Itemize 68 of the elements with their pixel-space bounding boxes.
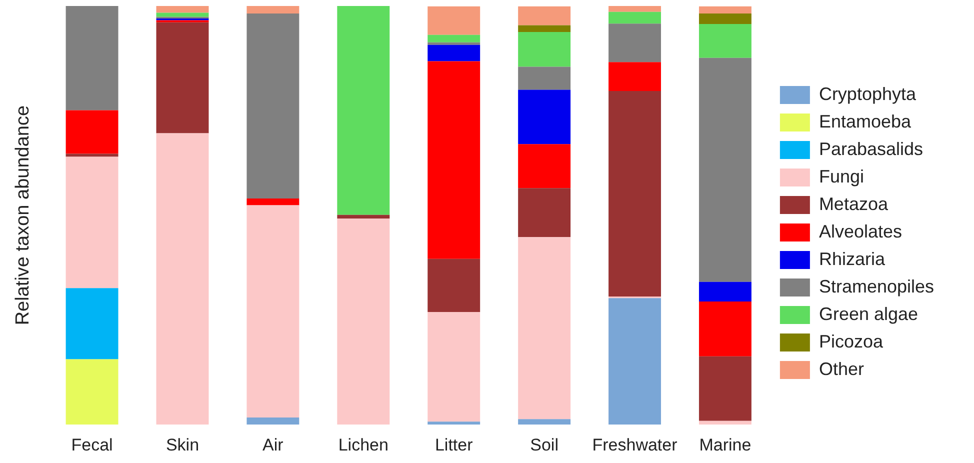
y-axis-title: Relative taxon abundance (12, 105, 34, 326)
bar (698, 420, 752, 425)
bar (608, 24, 661, 62)
bar (246, 14, 300, 199)
legend-label: Picozoa (818, 331, 884, 352)
bar (66, 6, 118, 110)
bar (156, 133, 209, 425)
legend-label: Metazoa (818, 194, 889, 214)
bar (156, 6, 209, 13)
bar (698, 356, 752, 421)
bar (608, 6, 661, 12)
bar (66, 156, 118, 288)
legend-label: Rhizaria (818, 248, 886, 269)
bar (698, 282, 752, 302)
bar (518, 25, 571, 32)
bar (428, 34, 480, 42)
bar (428, 44, 480, 62)
bar (608, 90, 661, 297)
bar (428, 422, 480, 425)
bar (246, 198, 300, 206)
bar (428, 42, 480, 45)
bar (608, 12, 661, 24)
bar (518, 237, 571, 420)
bar (337, 6, 390, 215)
legend-label: Fungi (818, 166, 864, 186)
x-tick-label: Freshwater (592, 435, 678, 454)
bar (518, 144, 571, 188)
bar (518, 6, 571, 26)
bar (337, 218, 390, 425)
bar (428, 312, 480, 422)
bar (428, 6, 480, 35)
legend-label: Green algae (818, 304, 918, 324)
bar (428, 258, 480, 312)
legend-label: Entamoeba (818, 111, 912, 132)
bar (156, 12, 209, 17)
bar (246, 6, 300, 14)
bar (608, 298, 661, 425)
x-tick-label: Fecal (71, 435, 113, 454)
legend-label: Stramenopiles (818, 276, 934, 296)
x-tick-label: Skin (166, 435, 200, 454)
bar (518, 90, 571, 144)
legend-label: Cryptophyta (818, 84, 917, 104)
x-tick-label: Lichen (338, 435, 388, 454)
bar (698, 302, 752, 356)
x-tick-label: Litter (434, 435, 474, 454)
bar (156, 22, 209, 134)
bar (698, 14, 752, 24)
bar (428, 61, 480, 259)
legend-label: Alveolates (818, 221, 902, 242)
bar (518, 188, 571, 238)
x-tick-label: Marine (699, 435, 752, 454)
bar (66, 288, 118, 360)
bar (246, 417, 300, 425)
bar (246, 205, 300, 418)
bar (698, 6, 752, 14)
bar (66, 359, 118, 425)
bar (337, 214, 390, 219)
x-tick-label: Soil (530, 435, 558, 454)
bar (608, 62, 661, 91)
bar (518, 32, 571, 67)
bar (66, 110, 118, 154)
legend-label: Other (818, 358, 864, 379)
bar (698, 58, 752, 282)
bar (518, 419, 571, 425)
legend-label: Parabasalids (818, 138, 924, 159)
bar (698, 24, 752, 58)
x-tick-label: Air (262, 435, 284, 454)
bar (518, 66, 571, 90)
